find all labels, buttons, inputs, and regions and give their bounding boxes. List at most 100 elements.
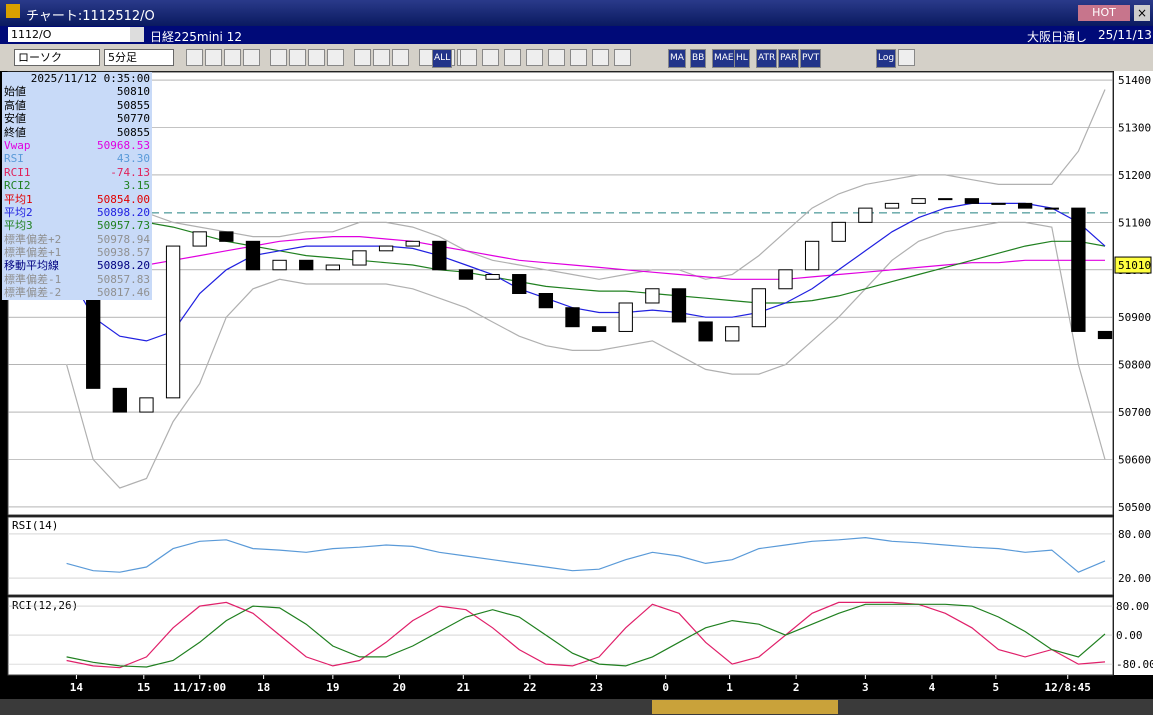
tool-icon[interactable] (327, 49, 344, 66)
info-value: 3.15 (123, 179, 151, 193)
candle (112, 387, 127, 413)
pane (7, 596, 1114, 676)
tool-icon[interactable] (186, 49, 203, 66)
tool-button[interactable]: BB (690, 49, 707, 68)
tool-icon[interactable] (614, 49, 631, 66)
y-tick-label: 20.00 (1118, 572, 1151, 585)
info-value: 43.30 (116, 152, 150, 166)
tool-icon[interactable] (592, 49, 609, 66)
x-tick-label: 14 (70, 681, 84, 694)
tool-button[interactable]: HL (734, 49, 750, 68)
interval-select[interactable]: 5分足 (104, 49, 174, 66)
scroll-thumb[interactable] (652, 700, 838, 714)
title-bar: チャート:1112512/O HOT × (0, 0, 1153, 26)
tool-icon[interactable] (354, 49, 371, 66)
y-tick-label: 50500 (1118, 501, 1151, 514)
symbol-input[interactable]: 1112/O (8, 27, 131, 42)
candle (671, 288, 687, 323)
tool-button[interactable]: PVT (800, 49, 822, 68)
y-tick-label: 51400 (1118, 74, 1151, 87)
tool-icon[interactable] (460, 49, 477, 66)
tool-icon[interactable] (570, 49, 587, 66)
rsi-line (66, 536, 1106, 573)
close-button[interactable]: × (1134, 5, 1150, 21)
candle (698, 321, 713, 342)
candle (884, 202, 900, 209)
info-row: 高値 50855 (2, 99, 152, 112)
tool-icon[interactable] (373, 49, 390, 66)
candle (139, 397, 154, 413)
tool-icon[interactable] (308, 49, 325, 66)
tool-button[interactable]: MAE (712, 49, 736, 68)
last-price-label: 51010 (1118, 259, 1151, 272)
info-label: 平均3 (4, 219, 33, 233)
info-datetime-text: 2025/11/12 0:35:00 (30, 72, 150, 85)
candle (1097, 330, 1113, 340)
tool-icon[interactable] (482, 49, 499, 66)
x-tick-label: 2 (793, 681, 800, 694)
y-tick-label: 50800 (1118, 359, 1151, 372)
tool-button[interactable]: ATR (756, 49, 778, 68)
info-label: 高値 (4, 98, 26, 112)
last-price-box (1114, 256, 1152, 274)
tool-icon[interactable] (392, 49, 409, 66)
indicator-line (66, 89, 1106, 280)
info-value: 50968.53 (97, 138, 150, 152)
tool-icon[interactable] (270, 49, 287, 66)
tool-icon[interactable] (548, 49, 565, 66)
info-label: 平均1 (4, 192, 33, 206)
candle (964, 198, 980, 204)
candle (565, 307, 580, 328)
info-panel: 2025/11/12 0:35:00 始値 50810 高値 50855 安値 50770… (2, 72, 152, 300)
app-icon (6, 4, 20, 18)
tool-button[interactable]: PAR (778, 49, 800, 68)
info-row: 平均2 50898.20 (2, 206, 152, 219)
indicator-line (66, 202, 1106, 342)
x-tick-label: 20 (393, 681, 406, 694)
info-label: 標準偏差+1 (4, 246, 62, 260)
candle (831, 221, 846, 242)
y-tick-label: -80.00 (1116, 658, 1153, 671)
pane-label: RCI(12,26) (12, 599, 78, 612)
scrollbar[interactable] (0, 699, 1153, 715)
info-label: 始値 (4, 85, 26, 99)
candle (165, 245, 181, 399)
y-tick-label: 51200 (1118, 169, 1151, 182)
tool-button[interactable]: MA (668, 49, 686, 68)
tool-button[interactable]: Log (876, 49, 897, 68)
tool-icon[interactable] (289, 49, 306, 66)
tool-icon[interactable] (224, 49, 241, 66)
info-row: 標準偏差-2 50817.46 (2, 286, 152, 299)
window-title: チャート:1112512/O (26, 9, 155, 24)
info-value: 50855 (116, 125, 150, 139)
y-tick-label: 80.00 (1116, 600, 1149, 613)
market: 大阪日通し (1027, 30, 1088, 44)
tool-icon[interactable] (243, 49, 260, 66)
candle (299, 259, 314, 271)
pane (7, 71, 1114, 516)
info-label: RSI (4, 152, 24, 166)
info-row: 始値 50810 (2, 85, 152, 98)
candle (778, 269, 793, 290)
hot-button[interactable]: HOT (1078, 5, 1130, 21)
info-label: 標準偏差+2 (4, 232, 62, 246)
candle (485, 274, 500, 280)
info-row: 終値 50855 (2, 126, 152, 139)
candle (751, 288, 767, 328)
candle (645, 288, 660, 304)
tool-icon[interactable] (526, 49, 543, 66)
chart-type-select[interactable]: ローソク (14, 49, 100, 66)
tool-icon[interactable] (205, 49, 222, 66)
tool-icon[interactable] (898, 49, 915, 66)
y-tick-label: 51300 (1118, 121, 1151, 134)
info-row: 標準偏差+2 50978.94 (2, 233, 152, 246)
info-row: RSI 43.30 (2, 152, 152, 165)
tool-icon[interactable] (504, 49, 521, 66)
tool-button[interactable]: ALL (432, 49, 453, 68)
candle (512, 274, 527, 294)
symbol-dropdown[interactable] (130, 27, 144, 42)
y-tick-label: 0.00 (1116, 629, 1143, 642)
candle (911, 198, 926, 204)
candle (432, 240, 447, 271)
info-row: 移動平均線 50898.20 (2, 259, 152, 272)
